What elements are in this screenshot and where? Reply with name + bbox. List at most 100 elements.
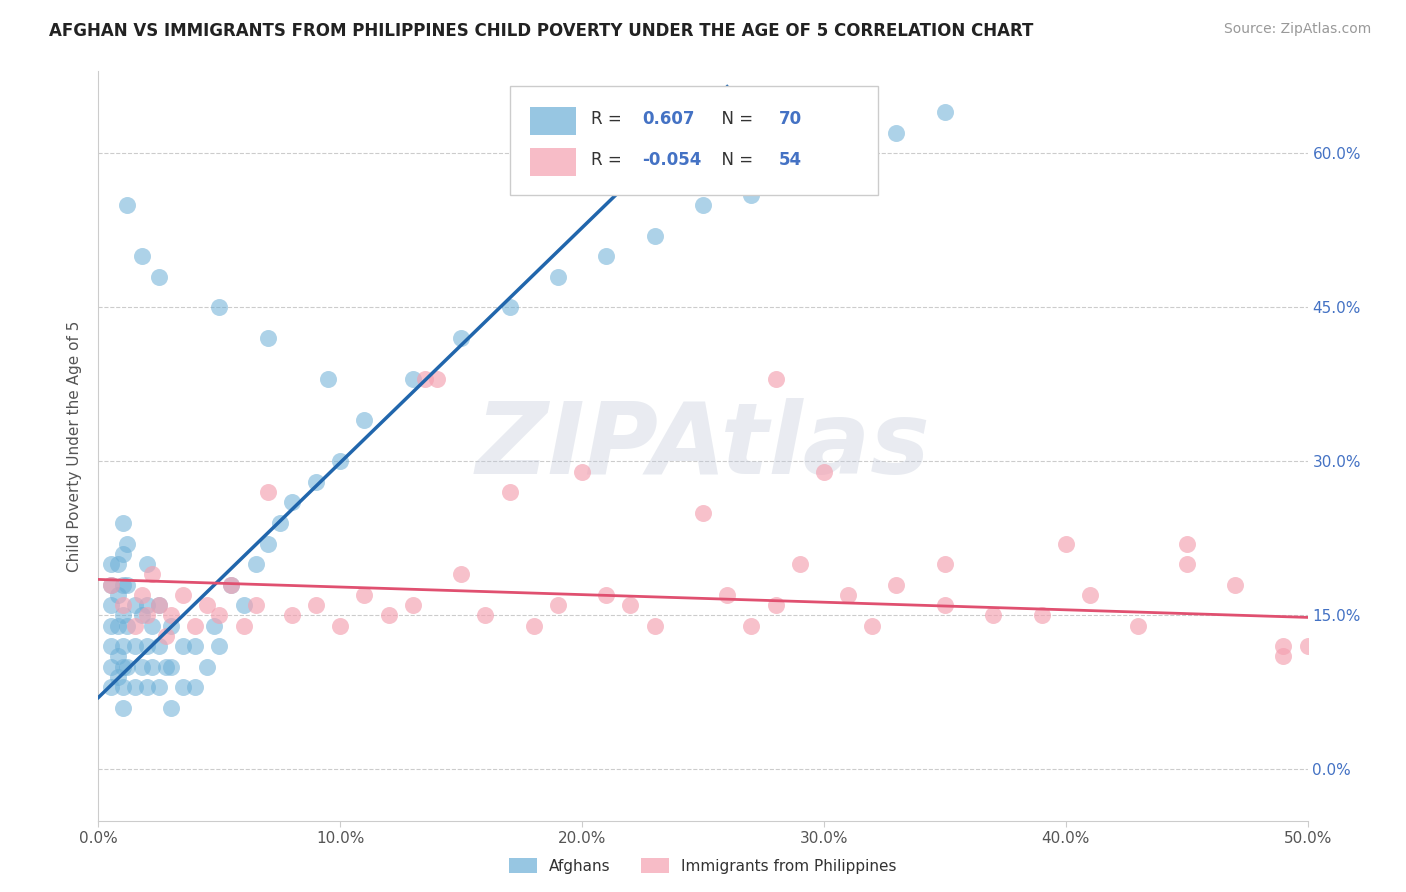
- Point: [155, 629, 177, 643]
- Point: [316, 372, 339, 386]
- Point: [232, 598, 254, 612]
- Text: R =: R =: [591, 110, 627, 128]
- Point: [111, 547, 134, 561]
- Point: [111, 577, 134, 591]
- Point: [740, 618, 762, 632]
- Point: [692, 506, 714, 520]
- Point: [100, 618, 122, 632]
- Point: [111, 598, 134, 612]
- Point: [1272, 639, 1295, 653]
- Point: [523, 618, 546, 632]
- Text: 0.607: 0.607: [643, 110, 695, 128]
- Point: [281, 608, 304, 623]
- Point: [716, 588, 738, 602]
- Point: [148, 680, 170, 694]
- Point: [402, 598, 425, 612]
- Point: [148, 598, 170, 612]
- Point: [172, 588, 194, 602]
- Point: [934, 557, 956, 571]
- Point: [595, 249, 617, 263]
- Point: [1223, 577, 1246, 591]
- Point: [765, 598, 787, 612]
- Point: [619, 598, 641, 612]
- Point: [692, 198, 714, 212]
- Point: [934, 105, 956, 120]
- Point: [981, 608, 1004, 623]
- Point: [837, 146, 859, 161]
- Point: [860, 618, 883, 632]
- Point: [131, 588, 153, 602]
- Point: [160, 700, 183, 714]
- Point: [117, 198, 139, 212]
- Point: [195, 598, 218, 612]
- Point: [765, 372, 787, 386]
- Point: [148, 639, 170, 653]
- Point: [160, 608, 183, 623]
- Point: [1175, 557, 1198, 571]
- Bar: [530, 106, 576, 135]
- Point: [107, 588, 129, 602]
- Point: [155, 659, 177, 673]
- Point: [124, 680, 146, 694]
- Point: [184, 618, 207, 632]
- Point: [117, 577, 139, 591]
- Point: [111, 700, 134, 714]
- Point: [107, 649, 129, 664]
- Point: [111, 639, 134, 653]
- Point: [232, 618, 254, 632]
- Point: [208, 639, 231, 653]
- Point: [208, 608, 231, 623]
- Point: [413, 372, 436, 386]
- Point: [547, 269, 569, 284]
- Point: [1296, 639, 1319, 653]
- Point: [195, 659, 218, 673]
- Point: [135, 680, 157, 694]
- Text: ZIPAtlas: ZIPAtlas: [475, 398, 931, 494]
- Point: [450, 567, 472, 582]
- Point: [329, 454, 352, 468]
- Point: [107, 670, 129, 684]
- Point: [141, 659, 163, 673]
- Text: N =: N =: [711, 151, 759, 169]
- Point: [329, 618, 352, 632]
- Point: [135, 598, 157, 612]
- Point: [740, 187, 762, 202]
- Point: [595, 588, 617, 602]
- Point: [148, 598, 170, 612]
- Point: [124, 618, 146, 632]
- Bar: [530, 148, 576, 177]
- Text: N =: N =: [711, 110, 759, 128]
- Point: [377, 608, 399, 623]
- Point: [353, 413, 375, 427]
- Point: [135, 608, 157, 623]
- Point: [100, 680, 122, 694]
- Point: [117, 659, 139, 673]
- Point: [135, 639, 157, 653]
- Point: [644, 228, 666, 243]
- Point: [117, 618, 139, 632]
- Point: [131, 249, 153, 263]
- Point: [184, 639, 207, 653]
- Point: [886, 126, 908, 140]
- Point: [124, 598, 146, 612]
- Point: [117, 536, 139, 550]
- Point: [1031, 608, 1053, 623]
- Text: R =: R =: [591, 151, 627, 169]
- Point: [256, 331, 278, 345]
- Point: [256, 536, 278, 550]
- Point: [172, 639, 194, 653]
- Point: [111, 659, 134, 673]
- Point: [131, 608, 153, 623]
- Text: 54: 54: [779, 151, 803, 169]
- Point: [141, 567, 163, 582]
- Point: [789, 167, 811, 181]
- Point: [474, 608, 496, 623]
- Point: [269, 516, 291, 530]
- Point: [111, 516, 134, 530]
- Point: [131, 659, 153, 673]
- Y-axis label: Child Poverty Under the Age of 5: Child Poverty Under the Age of 5: [67, 320, 83, 572]
- Point: [100, 659, 122, 673]
- Point: [100, 577, 122, 591]
- Point: [1054, 536, 1077, 550]
- Point: [148, 269, 170, 284]
